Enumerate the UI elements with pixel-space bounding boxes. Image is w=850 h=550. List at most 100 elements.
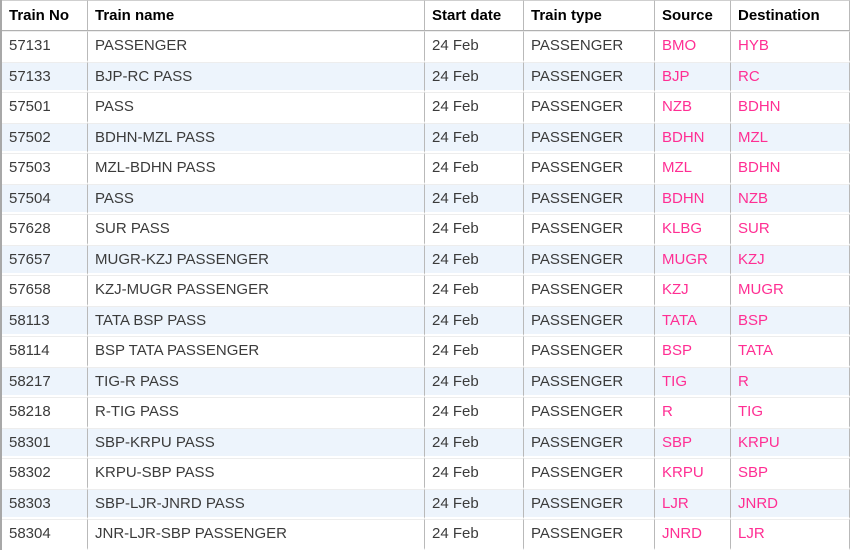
cell-source-link[interactable]: TATA [655, 305, 731, 336]
cell-train-no: 58218 [2, 397, 88, 428]
column-header-destination[interactable]: Destination [731, 0, 850, 31]
cell-train-no: 57501 [2, 92, 88, 123]
cell-train-type: PASSENGER [524, 92, 655, 123]
cell-source-link[interactable]: LJR [655, 488, 731, 519]
cell-source-link[interactable]: BDHN [655, 183, 731, 214]
cell-source-link[interactable]: MZL [655, 153, 731, 184]
cell-train-type: PASSENGER [524, 153, 655, 184]
table-row: 57657 MUGR-KZJ PASSENGER 24 Feb PASSENGER MU… [2, 244, 850, 275]
cell-destination-link[interactable]: MZL [731, 122, 850, 153]
cell-train-type: PASSENGER [524, 244, 655, 275]
table-row: 57501 PASS 24 Feb PASSENGER NZB BDHN [2, 92, 850, 123]
table-row: 58218 R-TIG PASS 24 Feb PASSENGER R TIG [2, 397, 850, 428]
cell-train-type: PASSENGER [524, 31, 655, 62]
cell-source-link[interactable]: TIG [655, 366, 731, 397]
cell-source-link[interactable]: MUGR [655, 244, 731, 275]
table-row: 57133 BJP-RC PASS 24 Feb PASSENGER BJP RC [2, 61, 850, 92]
cell-train-type: PASSENGER [524, 458, 655, 489]
column-header-train-name[interactable]: Train name [88, 0, 425, 31]
cell-train-type: PASSENGER [524, 214, 655, 245]
cell-source-link[interactable]: KZJ [655, 275, 731, 306]
table-row: 57502 BDHN-MZL PASS 24 Feb PASSENGER BDHN MZL [2, 122, 850, 153]
cell-train-no: 58302 [2, 458, 88, 489]
cell-source-link[interactable]: SBP [655, 427, 731, 458]
cell-destination-link[interactable]: SUR [731, 214, 850, 245]
cell-start-date: 24 Feb [425, 214, 524, 245]
cell-start-date: 24 Feb [425, 336, 524, 367]
cell-train-name: KRPU-SBP PASS [88, 458, 425, 489]
cell-train-no: 57503 [2, 153, 88, 184]
cell-train-no: 58114 [2, 336, 88, 367]
cell-start-date: 24 Feb [425, 244, 524, 275]
cell-train-type: PASSENGER [524, 366, 655, 397]
cell-destination-link[interactable]: JNRD [731, 488, 850, 519]
table-row: 57504 PASS 24 Feb PASSENGER BDHN NZB [2, 183, 850, 214]
cell-train-type: PASSENGER [524, 336, 655, 367]
cell-train-no: 58304 [2, 519, 88, 550]
cell-start-date: 24 Feb [425, 458, 524, 489]
cell-destination-link[interactable]: RC [731, 61, 850, 92]
cell-start-date: 24 Feb [425, 92, 524, 123]
column-header-train-no[interactable]: Train No [2, 0, 88, 31]
cell-train-no: 57133 [2, 61, 88, 92]
cell-source-link[interactable]: BJP [655, 61, 731, 92]
column-header-source[interactable]: Source [655, 0, 731, 31]
cell-train-type: PASSENGER [524, 183, 655, 214]
cell-destination-link[interactable]: NZB [731, 183, 850, 214]
table-row: 58302 KRPU-SBP PASS 24 Feb PASSENGER KRPU SBP [2, 458, 850, 489]
table-row: 57628 SUR PASS 24 Feb PASSENGER KLBG SUR [2, 214, 850, 245]
column-header-start-date[interactable]: Start date [425, 0, 524, 31]
cell-source-link[interactable]: R [655, 397, 731, 428]
cell-train-no: 57628 [2, 214, 88, 245]
table-row: 58217 TIG-R PASS 24 Feb PASSENGER TIG R [2, 366, 850, 397]
cell-train-type: PASSENGER [524, 427, 655, 458]
cell-train-name: BSP TATA PASSENGER [88, 336, 425, 367]
cell-destination-link[interactable]: R [731, 366, 850, 397]
cell-source-link[interactable]: BDHN [655, 122, 731, 153]
cell-source-link[interactable]: BSP [655, 336, 731, 367]
cell-destination-link[interactable]: BDHN [731, 153, 850, 184]
cell-train-name: SUR PASS [88, 214, 425, 245]
cell-train-name: TATA BSP PASS [88, 305, 425, 336]
cell-source-link[interactable]: KRPU [655, 458, 731, 489]
cell-destination-link[interactable]: TATA [731, 336, 850, 367]
table-row: 58114 BSP TATA PASSENGER 24 Feb PASSENGER BS… [2, 336, 850, 367]
cell-train-name: SBP-LJR-JNRD PASS [88, 488, 425, 519]
cell-start-date: 24 Feb [425, 305, 524, 336]
cell-destination-link[interactable]: KZJ [731, 244, 850, 275]
cell-train-type: PASSENGER [524, 275, 655, 306]
cell-train-name: TIG-R PASS [88, 366, 425, 397]
cell-start-date: 24 Feb [425, 153, 524, 184]
cell-destination-link[interactable]: LJR [731, 519, 850, 550]
cell-destination-link[interactable]: MUGR [731, 275, 850, 306]
cell-start-date: 24 Feb [425, 519, 524, 550]
table-row: 58301 SBP-KRPU PASS 24 Feb PASSENGER SBP KRPU [2, 427, 850, 458]
cell-destination-link[interactable]: HYB [731, 31, 850, 62]
cell-destination-link[interactable]: BDHN [731, 92, 850, 123]
cell-train-no: 58303 [2, 488, 88, 519]
table-row: 58304 JNR-LJR-SBP PASSENGER 24 Feb PASSENGE… [2, 519, 850, 550]
cell-destination-link[interactable]: TIG [731, 397, 850, 428]
cell-train-name: PASS [88, 183, 425, 214]
cell-destination-link[interactable]: SBP [731, 458, 850, 489]
cell-source-link[interactable]: JNRD [655, 519, 731, 550]
cell-train-no: 58113 [2, 305, 88, 336]
header-row: Train No Train name Start date Train typ… [2, 0, 850, 31]
cell-source-link[interactable]: NZB [655, 92, 731, 123]
cell-source-link[interactable]: KLBG [655, 214, 731, 245]
cell-train-name: MUGR-KZJ PASSENGER [88, 244, 425, 275]
cell-train-no: 58301 [2, 427, 88, 458]
cell-start-date: 24 Feb [425, 61, 524, 92]
table-row: 58303 SBP-LJR-JNRD PASS 24 Feb PASSENGER LJR… [2, 488, 850, 519]
column-header-train-type[interactable]: Train type [524, 0, 655, 31]
cell-train-no: 57658 [2, 275, 88, 306]
cell-train-type: PASSENGER [524, 397, 655, 428]
cell-destination-link[interactable]: KRPU [731, 427, 850, 458]
cell-train-name: BDHN-MZL PASS [88, 122, 425, 153]
cell-source-link[interactable]: BMO [655, 31, 731, 62]
cell-train-no: 57657 [2, 244, 88, 275]
cell-destination-link[interactable]: BSP [731, 305, 850, 336]
cell-start-date: 24 Feb [425, 488, 524, 519]
